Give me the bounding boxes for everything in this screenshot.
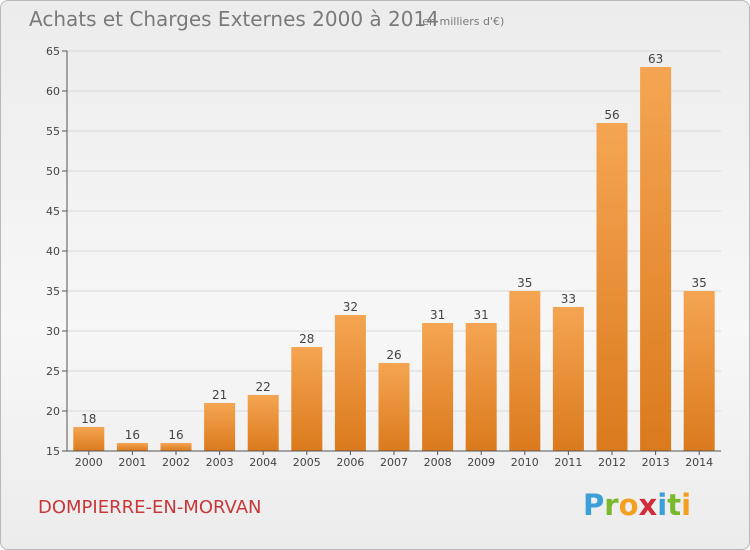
logo-letter: x [638, 488, 658, 522]
bar-value-label: 18 [81, 412, 96, 426]
bar-value-label: 31 [430, 308, 445, 322]
x-tick-label: 2009 [467, 456, 495, 469]
bar-2011 [552, 307, 584, 451]
bar-2009 [465, 323, 497, 451]
bar-value-label: 26 [386, 348, 401, 362]
x-tick-label: 2008 [424, 456, 452, 469]
bar-value-label: 16 [125, 428, 140, 442]
x-tick-label: 2011 [554, 456, 582, 469]
y-tick-label: 40 [46, 245, 60, 258]
bar-value-label: 16 [168, 428, 183, 442]
bar-value-label: 35 [692, 276, 707, 290]
bar-2004 [247, 395, 279, 451]
bar-2002 [160, 443, 192, 451]
bar-2005 [291, 347, 323, 451]
y-tick-label: 50 [46, 165, 60, 178]
y-tick-label: 55 [46, 125, 60, 138]
chart-title: Achats et Charges Externes 2000 à 2014 [29, 7, 439, 31]
proxiti-logo: Proxiti [583, 488, 691, 522]
bar-value-label: 31 [474, 308, 489, 322]
chart-subtitle: (en milliers d'€) [418, 15, 505, 28]
bar-2012 [596, 123, 628, 451]
x-tick-label: 2006 [336, 456, 364, 469]
bar-value-label: 63 [648, 52, 663, 66]
bar-value-label: 32 [343, 300, 358, 314]
x-tick-label: 2005 [293, 456, 321, 469]
logo-letter: i [681, 488, 692, 522]
logo-letter: P [583, 488, 605, 522]
bar-2010 [509, 291, 541, 451]
bar-value-label: 35 [517, 276, 532, 290]
bar-value-label: 28 [299, 332, 314, 346]
bar-2006 [334, 315, 366, 451]
commune-name: DOMPIERRE-EN-MORVAN [38, 497, 262, 518]
y-tick-label: 30 [46, 325, 60, 338]
logo-letter: i [657, 488, 668, 522]
bar-2000 [73, 427, 105, 451]
x-tick-label: 2007 [380, 456, 408, 469]
x-tick-label: 2003 [206, 456, 234, 469]
bar-value-label: 33 [561, 292, 576, 306]
bar-2013 [640, 67, 672, 451]
x-tick-label: 2000 [75, 456, 103, 469]
logo-letter: t [667, 488, 682, 522]
y-tick-label: 20 [46, 405, 60, 418]
y-tick-label: 15 [46, 445, 60, 458]
x-tick-label: 2002 [162, 456, 190, 469]
x-tick-label: 2001 [118, 456, 146, 469]
x-tick-label: 2013 [642, 456, 670, 469]
bar-2001 [116, 443, 148, 451]
y-tick-label: 65 [46, 45, 60, 58]
y-tick-label: 35 [46, 285, 60, 298]
x-tick-label: 2014 [685, 456, 713, 469]
bar-2014 [683, 291, 715, 451]
bar-value-label: 22 [256, 380, 271, 394]
bar-2003 [204, 403, 236, 451]
bar-value-label: 21 [212, 388, 227, 402]
x-tick-label: 2010 [511, 456, 539, 469]
y-tick-label: 25 [46, 365, 60, 378]
bar-value-label: 56 [604, 108, 619, 122]
y-tick-label: 45 [46, 205, 60, 218]
y-tick-label: 60 [46, 85, 60, 98]
x-tick-label: 2004 [249, 456, 277, 469]
logo-letter: r [604, 488, 619, 522]
bar-2007 [378, 363, 410, 451]
x-tick-label: 2012 [598, 456, 626, 469]
bar-2008 [422, 323, 454, 451]
logo-letter: o [618, 488, 639, 522]
